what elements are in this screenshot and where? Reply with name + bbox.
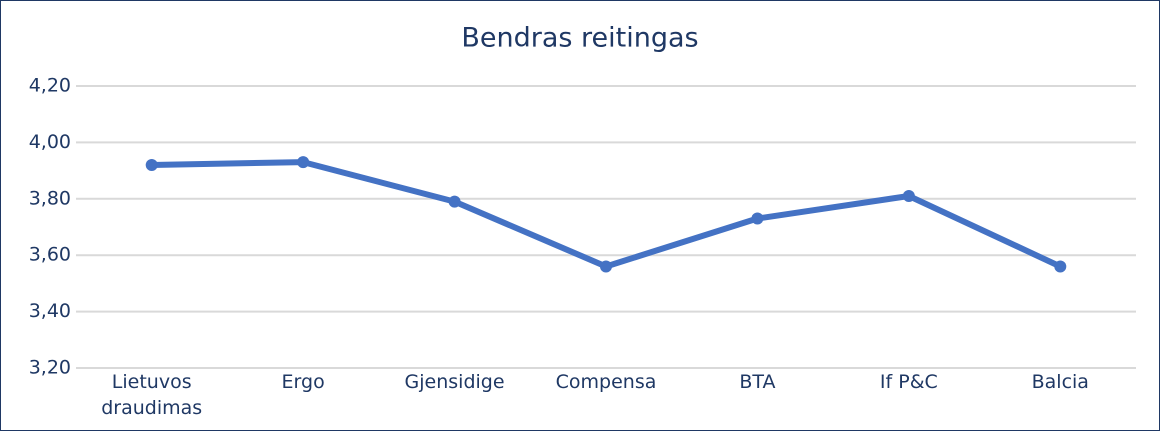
point: [600, 260, 612, 273]
point: [448, 195, 461, 208]
x-tick-label: Compensa: [555, 371, 657, 393]
x-tick-label: If P&C: [879, 371, 938, 393]
point: [145, 158, 158, 171]
x-tick-label: BTA: [739, 371, 776, 393]
point: [751, 212, 764, 225]
point: [297, 156, 310, 169]
x-tick-label: Balcia: [1031, 371, 1089, 393]
y-tick-label: 3,40: [29, 300, 71, 322]
chart-title: Bendras reitingas: [461, 23, 698, 54]
y-tick-label: 3,60: [29, 244, 71, 266]
x-tick-label: Lietuvos draudimas: [101, 371, 203, 419]
y-tick-label: 4,00: [29, 131, 71, 153]
y-tick-label: 3,20: [29, 357, 71, 379]
point: [1054, 260, 1067, 273]
line: [151, 159, 1062, 270]
x-tick-label: Gjensidige: [404, 371, 505, 393]
point: [902, 189, 915, 202]
y-tick-label: 4,20: [29, 75, 71, 97]
y-tick-label: 3,80: [29, 187, 71, 209]
x-tick-label: Ergo: [281, 371, 325, 393]
